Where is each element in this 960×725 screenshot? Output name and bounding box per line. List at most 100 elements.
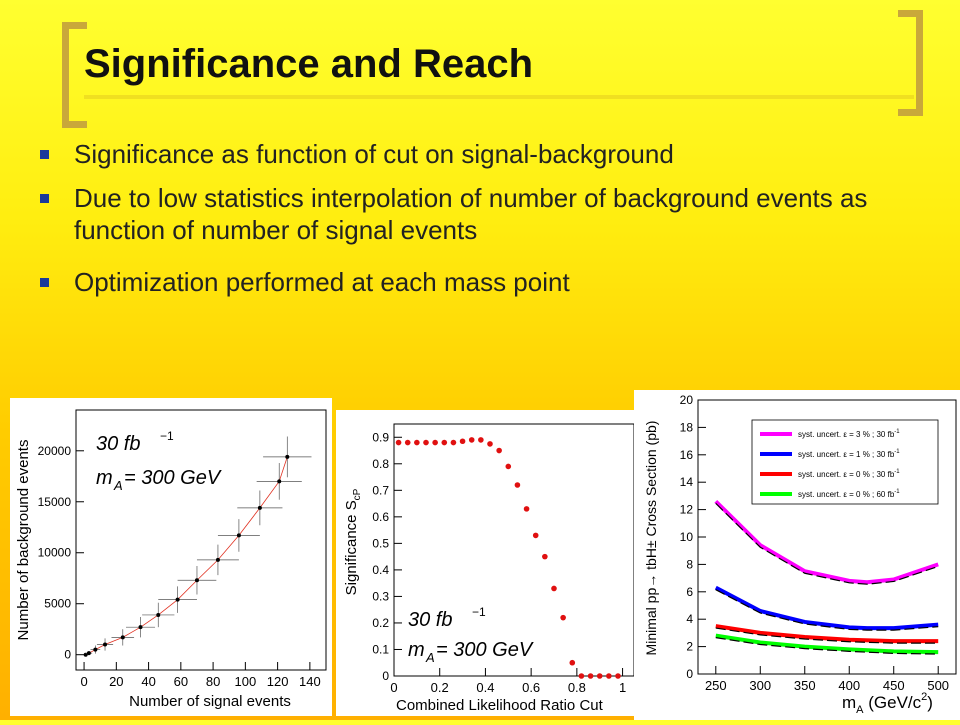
plot2-point (532, 532, 539, 539)
plot2-point (569, 659, 576, 666)
plot2-point (560, 614, 566, 621)
plot3-legend-name: syst. uncert. ε = 3 % ; 30 fb (798, 430, 895, 439)
plot1-point (83, 652, 88, 657)
plot1-lumi: 30 fb (96, 433, 140, 455)
bullet-square-icon (40, 150, 49, 159)
plot1-point (175, 597, 180, 602)
plot3-ytick-label: 18 (680, 420, 694, 434)
plot1-point (86, 651, 91, 656)
plot3-series-line (714, 585, 939, 631)
plot2-ytick-label: 0.9 (372, 430, 389, 444)
plot1-xtick-label: 60 (174, 674, 188, 689)
plot1-lumi-exp: −1 (160, 429, 174, 443)
plot2-mass-sub: A (425, 650, 435, 665)
plot3-xtick-label: 450 (883, 678, 905, 693)
plot2-ytick-label: 0 (382, 669, 389, 683)
plot3-xlabel-unit: (GeV/c (864, 693, 922, 712)
plot2-lumi: 30 fb (408, 609, 452, 631)
plot3-xtick-label: 350 (794, 678, 816, 693)
left-bracket-decoration (62, 22, 87, 128)
plot2-point (514, 482, 521, 488)
plot1-point (215, 557, 220, 562)
plot1-xlabel: Number of signal events (129, 693, 291, 710)
plot3-ytick-label: 14 (680, 475, 694, 489)
plot2-ytick-label: 0.2 (372, 616, 389, 630)
plot2-xtick-label: 0.4 (476, 680, 494, 695)
plot3-xlabel-unit-sup: 2 (921, 691, 927, 703)
plot1-ytick-label: 15000 (38, 495, 72, 509)
plot2-xtick-label: 0.2 (431, 680, 449, 695)
plot2-point (450, 439, 457, 446)
plot1-point (156, 612, 161, 617)
plot3-series-line (715, 633, 939, 655)
plot2-svg: 0 0.2 0.4 0.6 0.8 1 0 0.1 0.2 0.3 0.4 0.5 0.6 0.7 0.8 0… (343, 423, 635, 714)
plot2-point (542, 553, 548, 560)
plot1-xtick-label: 20 (109, 674, 123, 689)
plot2-ytick-label: 0.8 (372, 457, 389, 471)
plot3-legend-label: syst. uncert. ε = 0 % ; 30 fb-1 (798, 469, 900, 479)
plot3-legend-name: syst. uncert. ε = 0 % ; 30 fb (798, 470, 895, 479)
plot3-series-fit (715, 627, 939, 644)
plot3-legend-exp: -1 (894, 489, 900, 495)
plot2-point (423, 439, 429, 446)
bullet-square-icon (40, 194, 49, 203)
plot1-mass-prefix: m (96, 467, 113, 489)
plot2-mass-prefix: m (408, 639, 425, 661)
title-underline (84, 95, 914, 99)
plot2-ytick-label: 0.3 (372, 589, 389, 603)
plot2-xlabel: Combined Likelihood Ratio Cut (396, 697, 604, 714)
plot2-point (432, 439, 438, 446)
plot3-ytick-label: 2 (686, 640, 693, 654)
plot2-ytick-label: 0.6 (372, 510, 389, 524)
plot3-ytick-label: 10 (680, 530, 694, 544)
plot1-mass-sub: A (113, 478, 123, 493)
plot2-point (505, 463, 512, 470)
plot3-legend-label: syst. uncert. ε = 3 % ; 30 fb-1 (798, 429, 900, 439)
plot3-legend-name: syst. uncert. ε = 0 % ; 60 fb (798, 490, 895, 499)
plot2-xtick-label: 0.6 (522, 680, 540, 695)
plot3-xtick-label: 400 (838, 678, 860, 693)
plot3-legend-exp: -1 (894, 469, 900, 475)
plot2-ylabel: Significance ScP (343, 488, 363, 595)
plot2-point (596, 673, 603, 679)
plot2-point (587, 673, 594, 679)
plot2-ytick-label: 0.5 (372, 536, 389, 550)
plot2-point (478, 437, 484, 443)
plot-background-vs-signal: 0 20 40 60 80 100 120 140 0 5000 10000 15000 20000 3… (10, 398, 332, 716)
plot2-xtick-label: 1 (619, 680, 626, 695)
plot1-point (93, 647, 98, 652)
plot3-ytick-label: 12 (680, 503, 694, 517)
plot2-ytick-label: 0.7 (372, 483, 389, 497)
plot2-point (487, 441, 493, 447)
plot1-xtick-label: 40 (141, 674, 155, 689)
plot1-ytick-label: 10000 (38, 546, 72, 560)
plot3-legend-exp: -1 (894, 429, 900, 435)
plot1-svg: 0 20 40 60 80 100 120 140 0 5000 10000 15000 20000 3… (15, 409, 327, 710)
slide-title: Significance and Reach (84, 42, 534, 86)
plot1-xtick-label: 140 (299, 674, 321, 689)
plot3-legend-label: syst. uncert. ε = 0 % ; 60 fb-1 (798, 489, 900, 499)
right-bracket-decoration (898, 10, 923, 116)
plot2-ytick-label: 0.4 (372, 563, 389, 577)
plot3-legend-exp: -1 (894, 449, 900, 455)
plot3-ytick-label: 16 (680, 448, 694, 462)
plot3-series-line (714, 499, 939, 585)
plot2-ylabel-main: Significance S (343, 500, 360, 595)
plot2-point (615, 673, 621, 679)
plot1-point (194, 578, 199, 583)
plot1-ylabel: Number of background events (15, 440, 32, 641)
plot3-xtick-label: 300 (749, 678, 771, 693)
plot2-xtick-label: 0 (390, 680, 397, 695)
plot1-xtick-label: 100 (235, 674, 257, 689)
plot2-point (414, 439, 420, 446)
plot-cross-section-reach: 250 300 350 400 450 500 0 2 4 6 8 10 12 14 16 18 20 syst… (634, 390, 960, 720)
plot3-series-fit (715, 637, 939, 655)
plot3-xtick-label: 250 (705, 678, 727, 693)
bullet-text: Significance as function of cut on signa… (74, 139, 674, 169)
plot1-point (236, 533, 241, 538)
plot1-point (120, 635, 125, 640)
plot3-ytick-label: 6 (686, 585, 693, 599)
plot2-lumi-exp: −1 (472, 605, 486, 619)
plot3-legend-name: syst. uncert. ε = 1 % ; 30 fb (798, 450, 895, 459)
plot2-point (459, 438, 466, 445)
